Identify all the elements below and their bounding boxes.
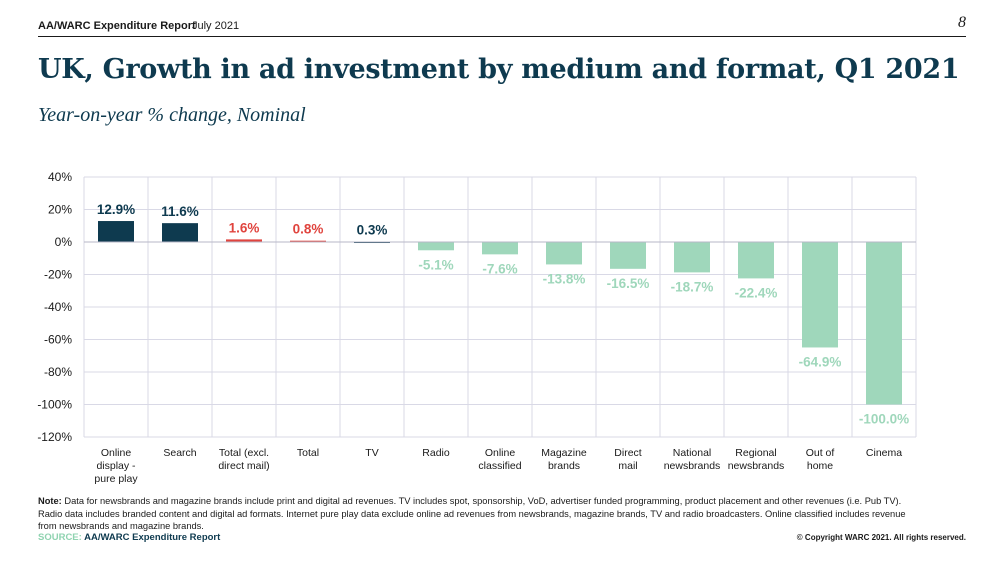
y-tick-label: 20%	[48, 203, 72, 217]
y-tick-label: 40%	[48, 170, 72, 184]
y-tick-label: -40%	[44, 300, 72, 314]
data-label: -18.7%	[671, 279, 714, 294]
bar	[546, 242, 582, 265]
report-name: AA/WARC Expenditure Report	[38, 20, 196, 32]
bar	[610, 242, 646, 269]
bar	[482, 242, 518, 255]
data-label: -64.9%	[799, 354, 842, 369]
category-label: Radio	[422, 447, 450, 459]
category-label: Regional newsbrands	[728, 447, 785, 472]
bar	[674, 242, 710, 273]
chart-note: Note: Data for newsbrands and magazine b…	[38, 495, 918, 533]
bar	[226, 239, 262, 242]
category-label: National newsbrands	[664, 447, 721, 472]
page-number: 8	[958, 14, 966, 31]
data-label: -100.0%	[859, 412, 909, 427]
y-tick-label: -80%	[44, 365, 72, 379]
category-label: Online classified	[478, 447, 521, 472]
data-label: 0.8%	[293, 222, 324, 237]
data-label: -7.6%	[482, 261, 517, 276]
source-line: SOURCE: AA/WARC Expenditure Report	[38, 532, 220, 543]
page-header: AA/WARC Expenditure Report July 2021 8	[38, 14, 966, 37]
bar	[738, 242, 774, 279]
category-label: Cinema	[866, 447, 902, 459]
category-label: Out of home	[806, 447, 835, 472]
bar	[290, 240, 326, 243]
bar-chart: 40% 20% 0% -20% -40% -60% -80% -100% -120% 12.9% O…	[37, 170, 917, 485]
category-label: Search	[163, 447, 196, 459]
data-label: -5.1%	[418, 257, 453, 272]
y-tick-label: -60%	[44, 333, 72, 347]
category-label: Total (excl. direct mail)	[218, 447, 269, 472]
note-text: Data for newsbrands and magazine brands …	[38, 496, 906, 531]
category-label: Total	[297, 447, 319, 459]
bar	[162, 223, 198, 242]
bar	[802, 242, 838, 348]
y-tick-label: -20%	[44, 268, 72, 282]
bar	[98, 221, 134, 242]
data-label: -16.5%	[607, 276, 650, 291]
chart-title: UK, Growth in ad investment by medium an…	[38, 54, 960, 85]
chart-subtitle: Year-on-year % change, Nominal	[38, 104, 306, 126]
y-tick-label: -100%	[37, 398, 72, 412]
data-label: 11.6%	[161, 204, 199, 219]
data-label: 0.3%	[357, 223, 388, 238]
data-label: -22.4%	[735, 285, 778, 300]
source-value: AA/WARC Expenditure Report	[84, 532, 221, 543]
category-label: Direct mail	[614, 447, 642, 472]
y-tick-label: 0%	[55, 235, 73, 249]
data-label: 12.9%	[97, 202, 135, 217]
copyright: © Copyright WARC 2021. All rights reserv…	[796, 533, 966, 542]
bar	[418, 242, 454, 251]
category-label: Magazine brands	[541, 447, 587, 472]
category-label: Online display -pure play	[94, 447, 138, 485]
note-label: Note:	[38, 496, 62, 506]
source-label: SOURCE:	[38, 532, 82, 543]
report-date: July 2021	[192, 20, 240, 32]
y-tick-label: -120%	[37, 430, 72, 444]
data-label: -13.8%	[543, 271, 586, 286]
bar	[866, 242, 902, 405]
category-label: TV	[365, 447, 378, 459]
data-label: 1.6%	[229, 220, 260, 235]
